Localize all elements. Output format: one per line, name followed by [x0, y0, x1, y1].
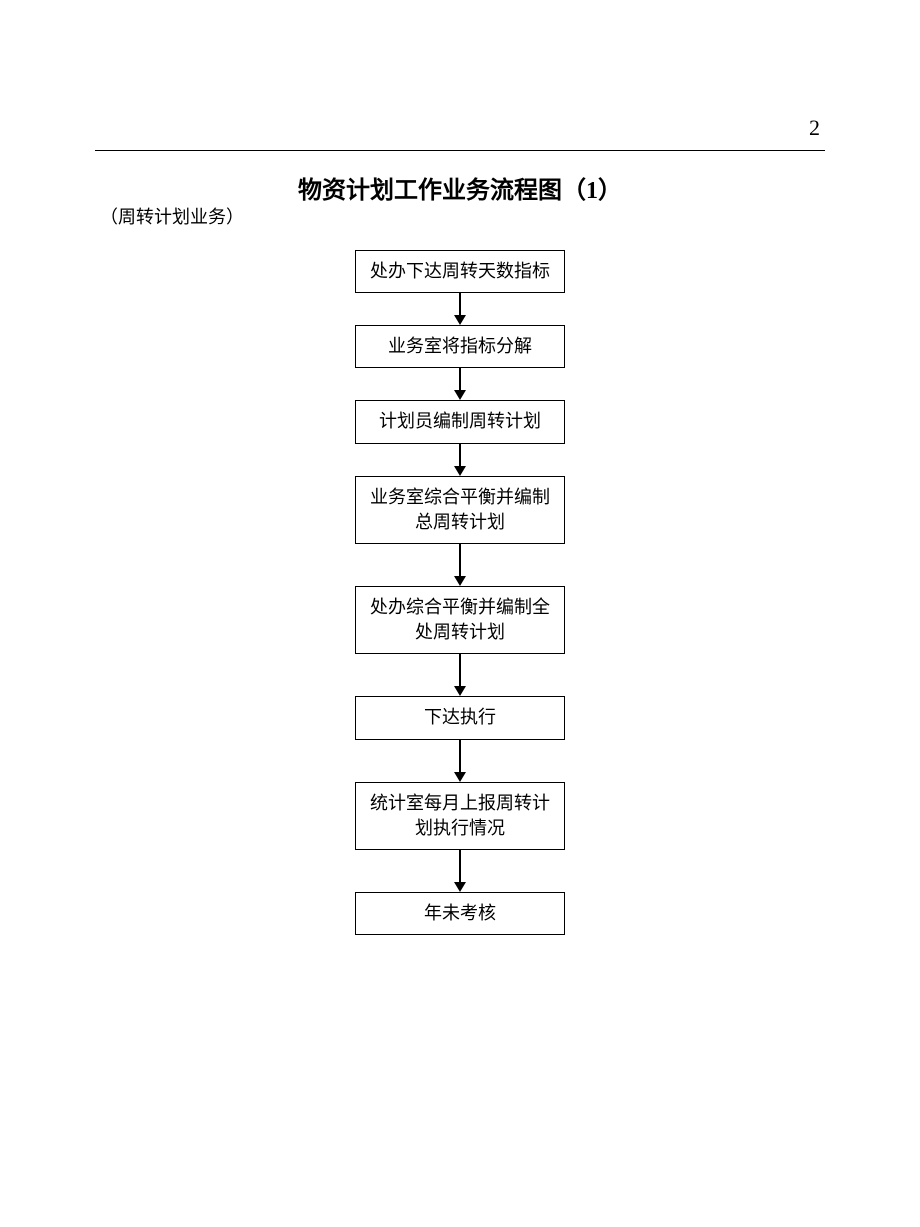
arrow-line: [459, 850, 461, 882]
arrow-line: [459, 740, 461, 772]
flowchart-node-n1: 处办下达周转天数指标: [355, 250, 565, 293]
flowchart-node-n6: 下达执行: [355, 696, 565, 739]
flowchart-arrow: [454, 544, 466, 586]
flowchart-node-n5: 处办综合平衡并编制全处周转计划: [355, 586, 565, 654]
arrow-line: [459, 293, 461, 315]
flowchart-node-n4: 业务室综合平衡并编制总周转计划: [355, 476, 565, 544]
arrow-line: [459, 444, 461, 466]
arrow-head-icon: [454, 772, 466, 782]
flowchart-arrow: [454, 293, 466, 325]
document-subtitle: （周转计划业务）: [100, 203, 244, 229]
flowchart-arrow: [454, 368, 466, 400]
flowchart-node-n7: 统计室每月上报周转计划执行情况: [355, 782, 565, 850]
arrow-head-icon: [454, 882, 466, 892]
flowchart-arrow: [454, 444, 466, 476]
arrow-line: [459, 544, 461, 576]
flowchart-arrow: [454, 740, 466, 782]
flowchart-container: 处办下达周转天数指标业务室将指标分解计划员编制周转计划业务室综合平衡并编制总周转…: [0, 250, 920, 935]
flowchart-node-n8: 年未考核: [355, 892, 565, 935]
arrow-head-icon: [454, 686, 466, 696]
flowchart-arrow: [454, 654, 466, 696]
arrow-head-icon: [454, 390, 466, 400]
flowchart-arrow: [454, 850, 466, 892]
document-title: 物资计划工作业务流程图（1）: [0, 170, 920, 205]
arrow-head-icon: [454, 315, 466, 325]
flowchart-node-n2: 业务室将指标分解: [355, 325, 565, 368]
arrow-line: [459, 654, 461, 686]
page-number: 2: [809, 115, 820, 141]
arrow-line: [459, 368, 461, 390]
arrow-head-icon: [454, 576, 466, 586]
header-divider: [95, 150, 825, 151]
arrow-head-icon: [454, 466, 466, 476]
flowchart-node-n3: 计划员编制周转计划: [355, 400, 565, 443]
